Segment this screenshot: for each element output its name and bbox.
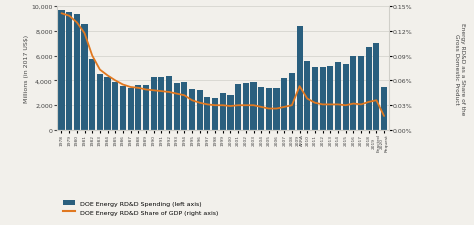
Bar xyxy=(319,67,326,130)
Y-axis label: Millions (in 2017 US$): Millions (in 2017 US$) xyxy=(24,35,28,103)
Bar xyxy=(381,87,387,130)
Bar xyxy=(151,77,157,130)
Bar xyxy=(135,86,141,130)
Bar xyxy=(120,87,126,130)
Bar xyxy=(197,91,203,130)
Bar xyxy=(58,10,64,130)
Bar xyxy=(273,89,280,130)
Bar xyxy=(250,83,256,130)
Bar xyxy=(297,27,303,130)
Bar xyxy=(82,25,88,130)
Bar xyxy=(166,77,172,130)
Bar xyxy=(258,87,264,130)
Y-axis label: Energy RD&D as a Share of the
Gross Domestic Product: Energy RD&D as a Share of the Gross Dome… xyxy=(454,23,465,115)
Bar xyxy=(212,98,218,130)
Bar xyxy=(281,79,287,130)
Bar xyxy=(74,15,80,130)
Bar xyxy=(266,88,272,130)
Bar xyxy=(66,13,72,130)
Bar xyxy=(243,83,249,130)
Legend: DOE Energy RD&D Spending (left axis), DOE Energy RD&D Share of GDP (right axis): DOE Energy RD&D Spending (left axis), DO… xyxy=(60,198,221,217)
Bar xyxy=(189,90,195,130)
Bar xyxy=(143,86,149,130)
Bar xyxy=(104,78,110,130)
Bar xyxy=(304,62,310,130)
Bar xyxy=(312,67,318,130)
Bar xyxy=(358,56,364,130)
Bar xyxy=(89,60,95,130)
Bar xyxy=(97,75,103,130)
Bar xyxy=(128,88,134,130)
Bar xyxy=(204,98,210,130)
Bar xyxy=(350,57,356,130)
Bar xyxy=(327,67,333,130)
Bar xyxy=(181,82,187,130)
Bar xyxy=(158,77,164,130)
Bar xyxy=(289,74,295,130)
Bar xyxy=(343,64,349,130)
Bar xyxy=(374,44,380,130)
Bar xyxy=(173,83,180,130)
Bar xyxy=(220,93,226,130)
Bar xyxy=(112,82,118,130)
Bar xyxy=(335,62,341,130)
Bar xyxy=(228,95,234,130)
Bar xyxy=(235,85,241,130)
Bar xyxy=(365,48,372,130)
